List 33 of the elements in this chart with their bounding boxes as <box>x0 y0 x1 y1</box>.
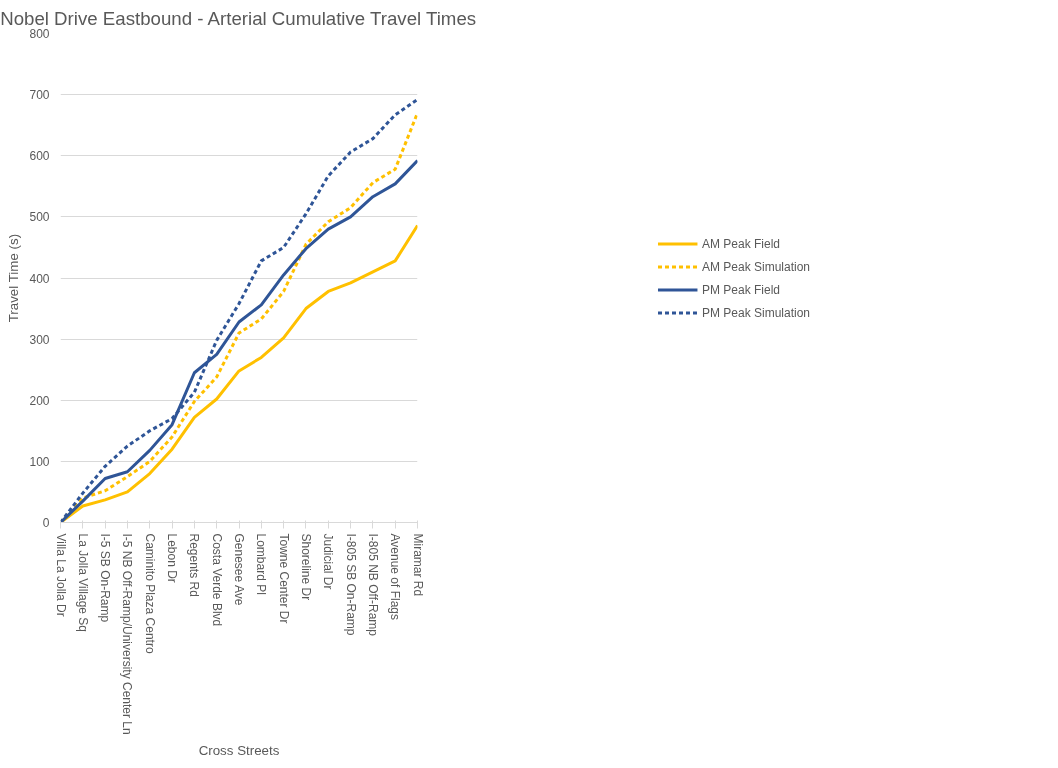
x-tick-label: Lombard Pl <box>254 533 269 595</box>
y-axis-title: Travel Time (s) <box>6 233 22 323</box>
x-tick-label: Caminito Plaza Centro <box>142 533 157 654</box>
x-tick-label: Miramar Rd <box>410 533 425 597</box>
x-tick-label: Regents Rd <box>187 533 202 597</box>
x-tick-label: Avenue of Flags <box>388 533 403 621</box>
x-axis-title: Cross Streets <box>198 742 280 758</box>
legend-label: PM Peak Field <box>701 282 781 296</box>
y-tick-label: 100 <box>29 454 50 469</box>
y-tick-label: 600 <box>29 149 50 164</box>
x-tick-label: Shoreline Dr <box>298 533 313 601</box>
y-tick-label: 400 <box>29 271 50 286</box>
y-tick-label: 0 <box>42 516 50 530</box>
y-tick-label: 300 <box>29 332 50 347</box>
x-tick-label: Judicial Dr <box>321 533 336 590</box>
y-tick-label: 500 <box>29 210 50 225</box>
x-tick-label: Lebon Dr <box>165 533 180 583</box>
x-tick-label: I-5 SB On-Ramp <box>98 533 113 623</box>
x-tick-label: I-805 NB Off-Ramp <box>365 533 380 637</box>
x-tick-label: La Jolla Village Sq <box>75 533 90 633</box>
x-tick-label: Towne Center Dr <box>276 533 291 624</box>
x-tick-label: Costa Verde Blvd <box>209 533 224 627</box>
chart-title: Nobel Drive Eastbound - Arterial Cumulative Travel Times <box>0 7 477 29</box>
legend-label: PM Peak Simulation <box>701 305 811 319</box>
x-tick-label: Villa La Jolla Dr <box>53 533 68 617</box>
y-tick-label: 800 <box>29 27 50 41</box>
y-tick-label: 200 <box>29 393 50 408</box>
x-tick-label: I-5 NB Off-Ramp/University Center Ln <box>120 533 135 735</box>
legend-label: AM Peak Simulation <box>701 259 811 273</box>
legend-label: AM Peak Field <box>701 236 781 250</box>
x-tick-label: Genesee Ave <box>232 533 246 606</box>
x-tick-label: I-805 SB On-Ramp <box>343 533 358 636</box>
y-tick-label: 700 <box>29 88 50 103</box>
